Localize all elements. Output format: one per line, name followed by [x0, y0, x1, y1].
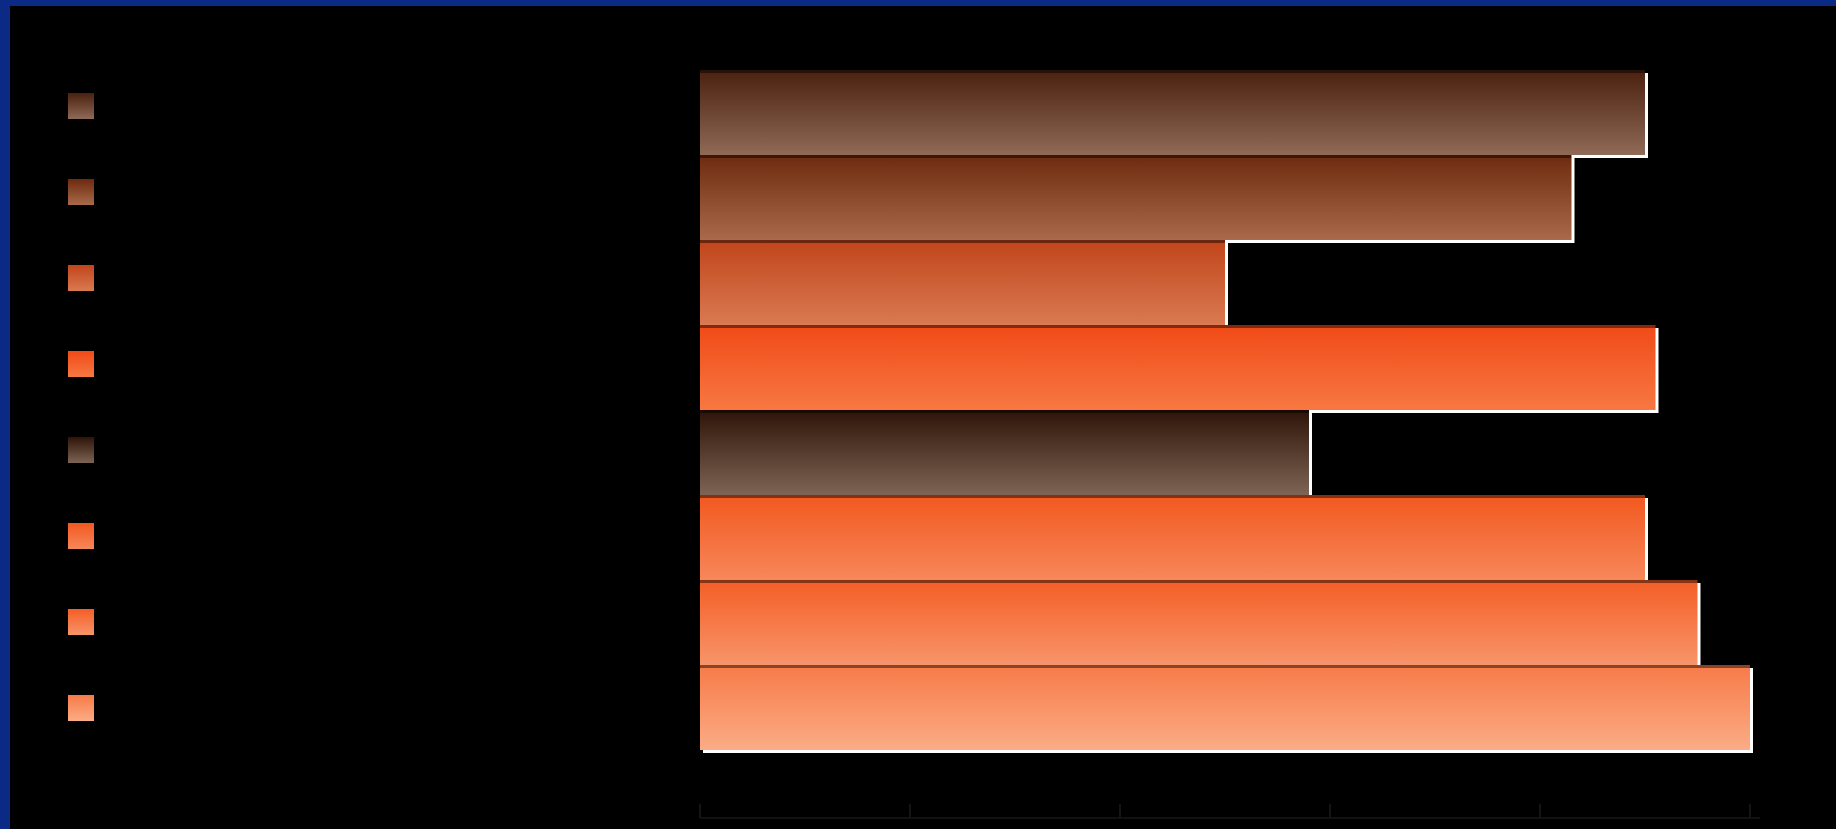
bar — [700, 325, 1656, 410]
legend-marker — [68, 609, 94, 635]
bar-top-edge — [700, 495, 1645, 498]
bar — [700, 155, 1572, 240]
legend-marker — [68, 93, 94, 119]
legend-marker — [68, 523, 94, 549]
bar — [700, 410, 1309, 495]
bar — [700, 495, 1645, 580]
legend-marker — [68, 179, 94, 205]
bar-top-edge — [700, 70, 1645, 73]
bar-top-edge — [700, 410, 1309, 413]
bar-group — [700, 580, 1701, 668]
legend-marker — [68, 351, 94, 377]
legend-marker — [68, 695, 94, 721]
bar-group — [700, 495, 1648, 583]
bar-chart — [68, 70, 1760, 819]
bar-top-edge — [700, 325, 1656, 328]
chart-frame — [10, 6, 1836, 829]
bar-group — [700, 155, 1575, 243]
bar-top-edge — [700, 155, 1572, 158]
bar — [700, 240, 1225, 325]
legend-marker — [68, 437, 94, 463]
legend-marker — [68, 265, 94, 291]
bar — [700, 665, 1750, 750]
bar-top-edge — [700, 580, 1698, 583]
bar-top-edge — [700, 240, 1225, 243]
legend — [68, 93, 94, 721]
x-axis — [699, 804, 1760, 819]
bar-group — [700, 70, 1648, 158]
bar-group — [700, 410, 1312, 498]
bar — [700, 70, 1645, 155]
bar-group — [700, 665, 1753, 753]
bar — [700, 580, 1698, 665]
bar-group — [700, 325, 1659, 413]
plot-area — [700, 70, 1753, 753]
bar-group — [700, 240, 1228, 328]
bar-top-edge — [700, 665, 1750, 668]
